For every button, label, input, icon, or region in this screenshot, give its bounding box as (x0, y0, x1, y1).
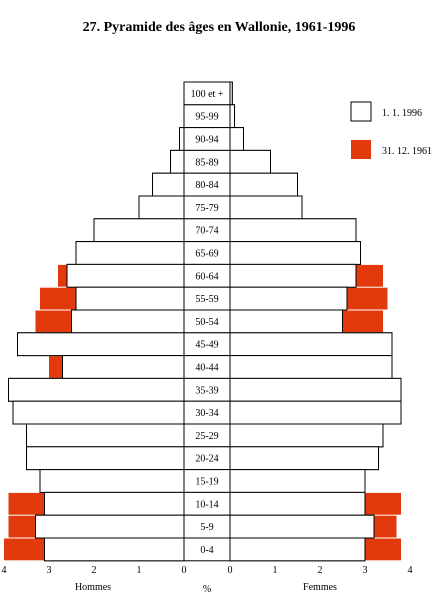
age-label-35-39: 35-39 (195, 385, 218, 396)
bar-1996-hommes-15-19 (39, 469, 185, 493)
age-label-45-49: 45-49 (195, 340, 218, 351)
age-label-0-4: 0-4 (200, 545, 213, 556)
x-tick-label: 1 (273, 565, 278, 576)
bar-1996-femmes-25-29 (229, 423, 384, 448)
x-label-percent: % (203, 584, 211, 595)
bar-1996-hommes-25-29 (26, 423, 185, 448)
bar-1996-hommes-40-44 (62, 355, 185, 379)
bar-1996-hommes-45-49 (17, 332, 185, 357)
x-tick-label: 4 (408, 565, 413, 576)
bar-1996-hommes-60-64 (66, 263, 185, 288)
legend-label-1961: 31. 12. 1961 (382, 146, 432, 157)
bar-1996-femmes-65-69 (229, 241, 361, 265)
age-labels-group: 100 et + 95-99 90-94 85-89 80-84 75-79 70-74 65… (183, 81, 231, 562)
bar-1996-femmes-90-94 (229, 127, 244, 151)
x-tick-label: 2 (318, 565, 323, 576)
bars-1996-group (8, 81, 402, 562)
age-box-0-4 (183, 537, 231, 562)
bar-1996-femmes-70-74 (229, 218, 357, 243)
age-label-55-59: 55-59 (195, 294, 218, 305)
bar-1996-hommes-55-59 (75, 286, 185, 311)
legend-swatch-1961 (351, 140, 371, 159)
bar-1996-femmes-50-54 (229, 309, 343, 334)
bar-1996-hommes-65-69 (75, 241, 185, 265)
legend-swatch-1996 (350, 101, 372, 122)
age-label-65-69: 65-69 (195, 249, 218, 260)
x-tick-label: 1 (137, 565, 142, 576)
bar-1996-femmes-15-19 (229, 469, 366, 493)
bar-1996-hommes-35-39 (8, 377, 185, 402)
bar-1996-femmes-30-34 (229, 400, 402, 425)
bar-1996-femmes-35-39 (229, 377, 402, 402)
bar-1996-femmes-20-24 (229, 446, 379, 471)
bar-1996-hommes-85-89 (170, 149, 185, 174)
bar-1996-femmes-45-49 (229, 332, 393, 357)
age-label-10-14: 10-14 (195, 499, 218, 510)
bar-1996-femmes-80-84 (229, 172, 298, 197)
bar-1996-hommes-75-79 (138, 195, 185, 220)
legend-label-1996: 1. 1. 1996 (382, 108, 422, 119)
bar-1996-hommes-5-9 (35, 514, 185, 539)
bar-1996-hommes-70-74 (93, 218, 185, 243)
age-label-5-9: 5-9 (200, 522, 213, 533)
age-label-80-84: 80-84 (195, 180, 218, 191)
age-label-60-64: 60-64 (195, 271, 218, 282)
x-tick-label: 4 (2, 565, 7, 576)
bar-1996-hommes-30-34 (12, 400, 185, 425)
bar-1996-hommes-20-24 (26, 446, 185, 471)
x-label-hommes: Hommes (75, 582, 111, 593)
bar-1996-femmes-5-9 (229, 514, 375, 539)
age-label-75-79: 75-79 (195, 203, 218, 214)
age-label-50-54: 50-54 (195, 317, 218, 328)
x-tick-label: 2 (92, 565, 97, 576)
age-label-100-et: 100 et + (191, 89, 224, 100)
bar-1996-femmes-85-89 (229, 149, 271, 174)
bar-1996-femmes-0-4 (229, 537, 366, 562)
bar-1996-femmes-60-64 (229, 263, 357, 288)
x-label-femmes: Femmes (303, 582, 337, 593)
bar-1996-hommes-80-84 (152, 172, 185, 197)
age-label-25-29: 25-29 (195, 431, 218, 442)
bar-1996-femmes-10-14 (229, 491, 366, 516)
bar-1996-hommes-10-14 (44, 491, 185, 516)
x-tick-label: 0 (182, 565, 187, 576)
chart-title: 27. Pyramide des âges en Wallonie, 1961-… (82, 20, 356, 35)
bar-1996-femmes-95-99 (229, 104, 235, 129)
x-tick-label: 3 (363, 565, 368, 576)
age-label-95-99: 95-99 (195, 112, 218, 123)
bar-1996-hommes-0-4 (44, 537, 185, 562)
age-label-40-44: 40-44 (195, 363, 218, 374)
age-label-85-89: 85-89 (195, 157, 218, 168)
x-axis-group: 4 3 2 1 0 0 1 2 3 4 Hommes% Femmes (2, 565, 413, 595)
bar-1996-femmes-75-79 (229, 195, 303, 220)
x-tick-label: 0 (228, 565, 233, 576)
age-label-15-19: 15-19 (195, 477, 218, 488)
legend-group: 1. 1. 1996 31. 12. 1961 (350, 101, 432, 159)
age-label-20-24: 20-24 (195, 454, 218, 465)
bar-1996-femmes-55-59 (229, 286, 348, 311)
age-label-30-34: 30-34 (195, 408, 218, 419)
bar-1996-hommes-90-94 (179, 127, 185, 151)
age-label-90-94: 90-94 (195, 135, 218, 146)
x-tick-label: 3 (47, 565, 52, 576)
bar-1996-hommes-50-54 (71, 309, 185, 334)
age-label-70-74: 70-74 (195, 226, 218, 237)
bar-1996-femmes-40-44 (229, 355, 393, 379)
